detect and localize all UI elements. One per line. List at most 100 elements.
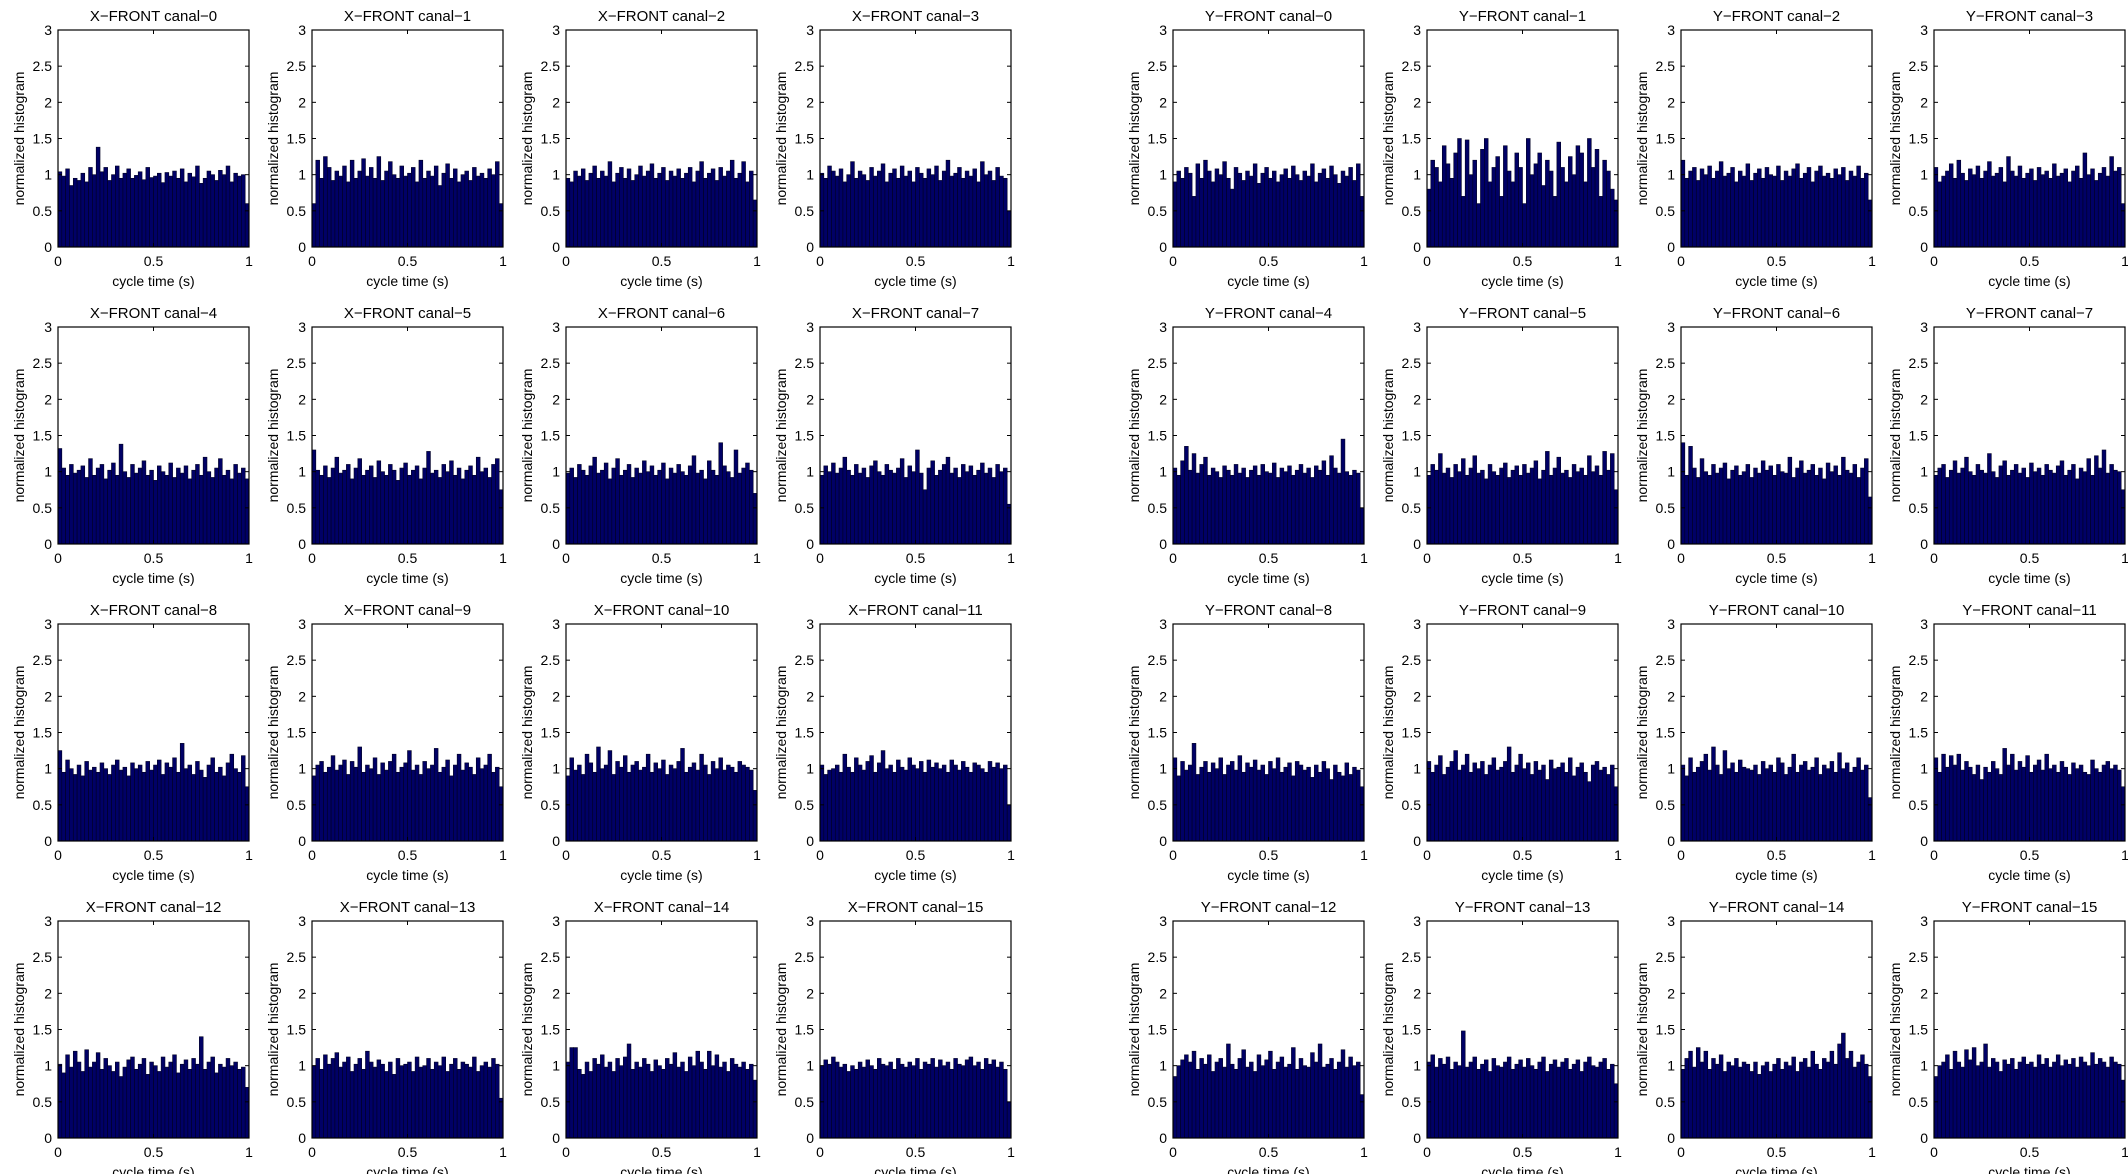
- histogram-bar: [453, 168, 458, 248]
- histogram-bar: [846, 469, 851, 545]
- histogram-bar: [1294, 174, 1300, 248]
- histogram-bar: [1314, 465, 1319, 545]
- histogram-bar: [995, 464, 1000, 545]
- y-tick-label: 2: [1920, 985, 1928, 1001]
- histogram-bar: [1495, 1065, 1500, 1139]
- histogram-bar: [168, 175, 173, 248]
- histogram-bar: [1730, 1065, 1735, 1139]
- histogram-bar: [1715, 472, 1720, 545]
- histogram-bar: [422, 761, 427, 842]
- y-axis-label: normalized histogram: [11, 963, 27, 1097]
- histogram-bar: [1264, 471, 1269, 545]
- y-tick-label: 1: [1667, 761, 1675, 777]
- histogram-bar: [210, 174, 215, 248]
- y-tick-label: 1: [44, 464, 52, 480]
- histogram-bar: [1336, 1061, 1342, 1139]
- histogram-bar: [718, 1066, 723, 1139]
- histogram-bar: [445, 471, 450, 545]
- histogram-bar: [1606, 469, 1611, 545]
- y-tick-label: 2.5: [1402, 949, 1422, 965]
- histogram-bar: [468, 1066, 473, 1139]
- histogram-bar: [987, 761, 993, 842]
- histogram-bar: [1495, 474, 1500, 545]
- histogram-bar: [1856, 757, 1861, 842]
- histogram-bar: [1587, 455, 1592, 545]
- y-tick-label: 3: [1413, 22, 1421, 38]
- y-tick-label: 1: [552, 464, 560, 480]
- y-tick-label: 3: [44, 319, 52, 335]
- histogram-bar: [2101, 1061, 2107, 1139]
- histogram-bar: [615, 458, 620, 545]
- y-axis-label: normalized histogram: [1634, 72, 1650, 206]
- histogram-bar: [491, 1058, 496, 1139]
- histogram-bar: [687, 465, 693, 545]
- y-tick-label: 0.5: [1909, 500, 1929, 516]
- histogram-bar: [934, 1066, 939, 1139]
- y-tick-label: 1.5: [541, 725, 561, 741]
- histogram-bar: [1844, 180, 1850, 248]
- histogram-bar: [1510, 1068, 1516, 1139]
- histogram-bar: [137, 171, 143, 248]
- histogram-bar: [749, 769, 754, 842]
- y-tick-label: 3: [1667, 616, 1675, 632]
- histogram-bar: [972, 168, 977, 248]
- y-tick-label: 2.5: [1656, 355, 1676, 371]
- histogram-bar: [699, 469, 704, 545]
- histogram-bar: [823, 774, 828, 842]
- histogram-bar: [206, 1061, 212, 1139]
- histogram-bar: [649, 163, 655, 248]
- y-tick-label: 1: [1413, 1058, 1421, 1074]
- histogram-bar: [1829, 761, 1835, 842]
- histogram-bar: [1449, 177, 1455, 248]
- histogram-bar: [642, 766, 647, 842]
- histogram-bar: [1526, 762, 1531, 842]
- histogram-bar: [729, 159, 735, 248]
- histogram-bar: [221, 474, 227, 545]
- y-axis-label: normalized histogram: [1380, 369, 1396, 503]
- histogram-bar: [107, 1065, 112, 1139]
- panel-title: X−FRONT canal−8: [90, 602, 217, 619]
- histogram-bar: [695, 1050, 701, 1139]
- histogram-bar: [2101, 167, 2107, 248]
- histogram-bar: [638, 769, 643, 842]
- histogram-bar: [1948, 1068, 1954, 1139]
- histogram-bar: [1575, 145, 1581, 248]
- histogram-bar: [430, 175, 435, 248]
- histogram-bar: [907, 170, 912, 248]
- histogram-bar: [699, 161, 704, 248]
- y-tick-label: 3: [1920, 22, 1928, 38]
- x-tick-label: 0.5: [398, 550, 418, 566]
- histogram-bar: [968, 1056, 974, 1139]
- y-axis-label: normalized histogram: [519, 369, 535, 503]
- histogram-bar: [642, 1058, 647, 1139]
- histogram-bar: [1856, 1061, 1861, 1139]
- histogram-bar: [1715, 1063, 1720, 1139]
- histogram-bar: [1734, 1058, 1739, 1139]
- x-tick-label: 0: [562, 847, 570, 863]
- histogram-panel: 00.511.522.530 0.5 1Y−FRONT canal−13cycle …: [1380, 899, 1622, 1174]
- y-tick-label: 1: [1159, 761, 1167, 777]
- x-tick-label: 0.5: [144, 550, 164, 566]
- y-tick-label: 3: [806, 22, 814, 38]
- histogram-bar: [1610, 453, 1615, 545]
- histogram-bar: [1329, 1058, 1334, 1139]
- histogram-bar: [210, 757, 215, 842]
- histogram-bar: [745, 462, 750, 545]
- histogram-bar: [1176, 1065, 1181, 1139]
- histogram-bar: [2071, 170, 2076, 248]
- x-tick-label: 0: [816, 1144, 824, 1160]
- histogram-bar: [733, 177, 739, 248]
- histogram-bar: [1998, 465, 2004, 545]
- histogram-bar: [626, 168, 632, 248]
- histogram-bar: [1317, 469, 1323, 545]
- histogram-bar: [1176, 474, 1181, 545]
- y-axis-label: normalized histogram: [265, 369, 281, 503]
- histogram-bar: [1556, 1066, 1562, 1139]
- histogram-bar: [1814, 170, 1819, 248]
- histogram-bar: [911, 471, 916, 545]
- histogram-bar: [884, 1065, 890, 1139]
- histogram-bar: [149, 177, 154, 248]
- histogram-bar: [342, 759, 347, 842]
- histogram-bar: [1279, 174, 1285, 248]
